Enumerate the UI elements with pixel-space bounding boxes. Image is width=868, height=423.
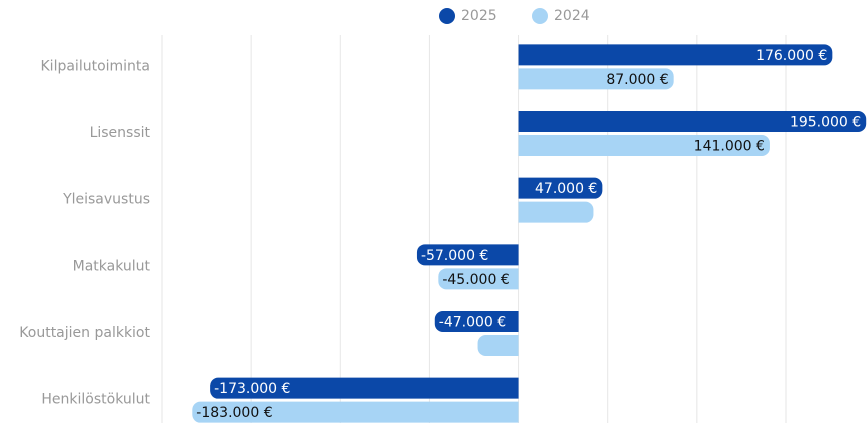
- bar: [477, 335, 519, 356]
- bar: [438, 268, 519, 290]
- data-label: -47.000 €: [439, 315, 506, 331]
- bar: [434, 311, 519, 332]
- legend-label: 2024: [554, 8, 590, 24]
- data-label: -45.000 €: [442, 272, 509, 288]
- bar: [518, 111, 867, 132]
- y-tick-label: Lisenssit: [90, 125, 151, 141]
- y-tick-label: Yleisavustus: [62, 192, 150, 208]
- legend-swatch: [532, 8, 548, 24]
- bar: [518, 68, 674, 90]
- data-label: -183.000 €: [196, 405, 272, 421]
- bar: [518, 201, 594, 223]
- bar: [210, 377, 519, 399]
- data-label: -173.000 €: [214, 381, 290, 397]
- data-label: 87.000 €: [606, 72, 668, 88]
- bar: [192, 401, 519, 423]
- bar: [518, 177, 603, 199]
- data-label: -57.000 €: [421, 248, 488, 264]
- bar: [518, 44, 833, 66]
- bar: [518, 135, 770, 156]
- data-label: 195.000 €: [790, 115, 861, 131]
- y-tick-label: Kilpailutoiminta: [41, 58, 151, 74]
- y-tick-label: Matkakulut: [73, 258, 151, 274]
- data-label: 47.000 €: [535, 181, 597, 197]
- y-tick-label: Henkilöstökulut: [41, 392, 150, 408]
- data-label: 141.000 €: [694, 139, 765, 155]
- legend-label: 2025: [461, 8, 497, 24]
- bar: [416, 244, 519, 266]
- y-tick-label: Kouttajien palkkiot: [19, 325, 150, 341]
- legend-swatch: [439, 8, 455, 24]
- data-label: 176.000 €: [756, 48, 827, 64]
